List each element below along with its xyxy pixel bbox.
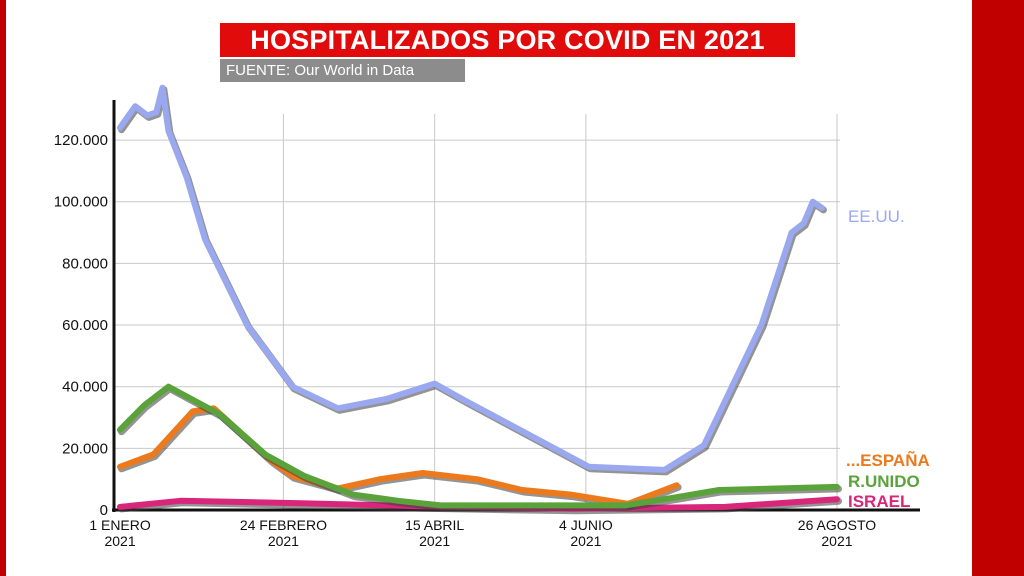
series-line [117, 405, 680, 507]
series-line [117, 383, 840, 509]
y-axis-ticks: 0 20.000 40.000 60.000 80.000 100.000 120.000 [54, 132, 108, 519]
series-label: ...ESPAÑA [846, 450, 930, 470]
y-tick-label: 120.000 [54, 132, 108, 149]
series-label: ISRAEL [848, 492, 910, 511]
y-tick-label: 80.000 [62, 255, 108, 272]
x-tick-label: 1 ENERO [89, 517, 151, 533]
x-tick-year: 2021 [268, 533, 299, 549]
y-tick-label: 20.000 [62, 440, 108, 457]
grid-lines [114, 114, 840, 510]
series-label: R.UNIDO [848, 472, 920, 491]
right-red-border [972, 0, 1024, 576]
x-tick-year: 2021 [419, 533, 450, 549]
x-tick-label: 4 JUNIO [559, 517, 613, 533]
axes [112, 100, 920, 512]
series-shadow [118, 406, 682, 510]
source-label: FUENTE: Our World in Data [220, 59, 465, 82]
series-lines [117, 84, 842, 515]
x-tick-year: 2021 [570, 533, 601, 549]
x-tick-label: 24 FEBRERO [240, 517, 327, 533]
series-label: EE.UU. [848, 207, 905, 226]
y-tick-label: 60.000 [62, 317, 108, 334]
chart-title: HOSPITALIZADOS POR COVID EN 2021 [220, 23, 795, 57]
y-tick-label: 0 [100, 502, 108, 519]
x-tick-label: 15 ABRIL [405, 517, 464, 533]
x-tick-year: 2021 [821, 533, 852, 549]
x-tick-year: 2021 [104, 533, 135, 549]
series-line [117, 84, 825, 473]
x-tick-label: 26 AGOSTO [798, 517, 876, 533]
left-red-border [0, 0, 6, 576]
y-tick-label: 100.000 [54, 194, 108, 211]
y-tick-label: 40.000 [62, 379, 108, 396]
